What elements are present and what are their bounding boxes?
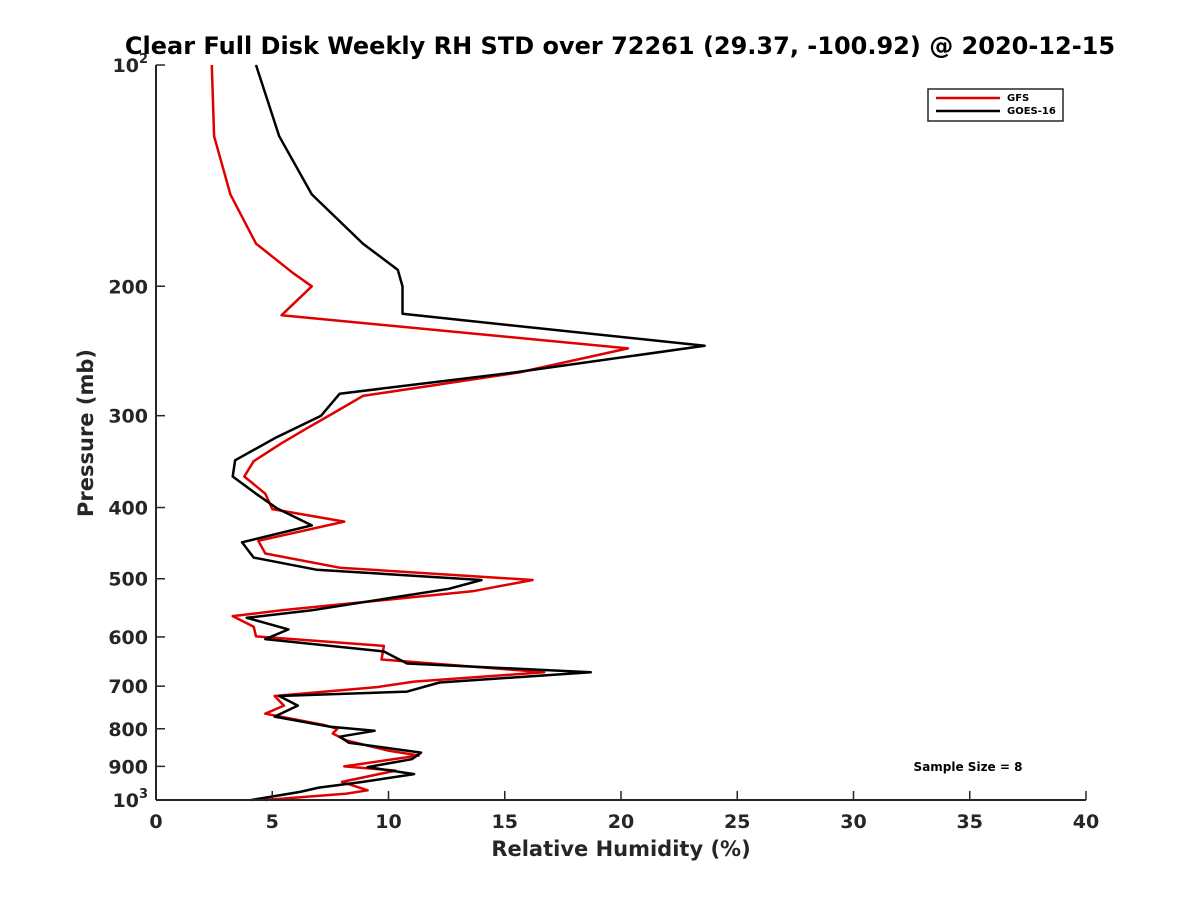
x-tick-label: 40 [1073, 811, 1099, 833]
x-tick-label: 35 [957, 811, 983, 833]
y-tick-label: 300 [108, 406, 148, 428]
legend-box [927, 88, 1064, 122]
series-layer [210, 64, 706, 802]
legend-label-gfs: GFS [1007, 93, 1029, 104]
y-ticks: 102 200 300 400 500 600 700 800 900 103 [108, 52, 165, 812]
series-line-gfs [210, 64, 630, 802]
y-tick-label: 800 [108, 719, 148, 741]
x-tick-label: 15 [492, 811, 518, 833]
y-tick-label: 400 [108, 498, 148, 520]
chart-title: Clear Full Disk Weekly RH STD over 72261… [125, 32, 1115, 60]
series-line-goes16 [231, 64, 706, 802]
y-tick-label: 200 [108, 276, 148, 298]
y-tick-label: 102 [113, 52, 149, 77]
y-tick-label: 700 [108, 676, 148, 698]
y-tick-label: 103 [113, 787, 149, 812]
y-axis-label: Pressure (mb) [74, 349, 98, 517]
x-tick-label: 25 [724, 811, 750, 833]
x-tick-label: 20 [608, 811, 634, 833]
axes-layer [155, 65, 1086, 801]
x-tick-label: 5 [266, 811, 279, 833]
legend: GFS GOES-16 [927, 88, 1064, 122]
y-tick-label: 500 [108, 569, 148, 591]
legend-label-goes16: GOES-16 [1007, 106, 1056, 117]
x-axis-label: Relative Humidity (%) [491, 837, 750, 861]
y-tick-label: 900 [108, 756, 148, 778]
x-tick-label: 0 [149, 811, 162, 833]
sample-size-annotation: Sample Size = 8 [914, 760, 1023, 774]
x-tick-label: 10 [375, 811, 401, 833]
x-ticks: 0 5 10 15 20 25 30 35 40 [149, 791, 1099, 833]
y-tick-label: 600 [108, 627, 148, 649]
x-tick-label: 30 [840, 811, 866, 833]
